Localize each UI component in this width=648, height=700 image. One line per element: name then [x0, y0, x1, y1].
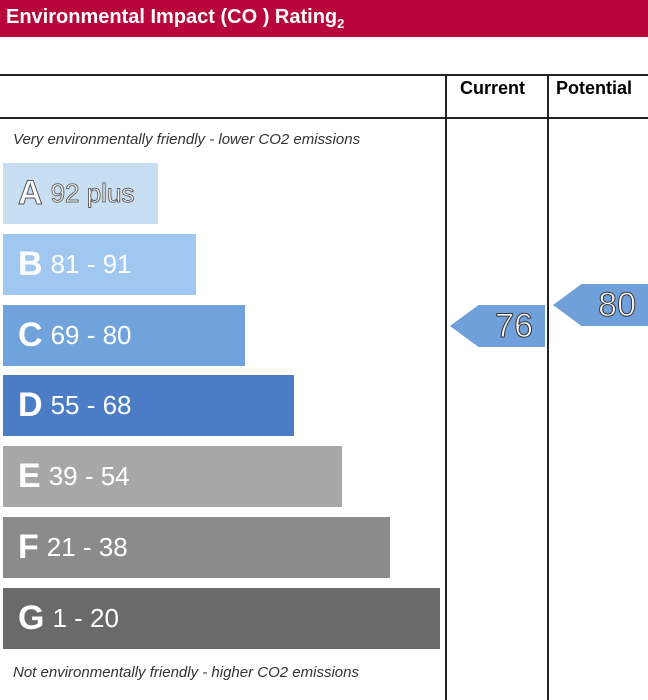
band-range: 39 - 54 [48, 461, 130, 492]
rating-band-f: F 21 - 38 [3, 517, 390, 578]
band-range: 1 - 20 [52, 602, 119, 633]
rating-band-a: A 92 plus [3, 163, 158, 224]
band-range: 69 - 80 [50, 319, 132, 350]
top-note: Very environmentally friendly - lower CO… [13, 131, 361, 148]
band-range: 92 plus [50, 178, 135, 209]
column-header-current: Current [460, 78, 526, 98]
rating-band-b: B 81 - 91 [3, 233, 196, 295]
band-letter: F [18, 528, 39, 566]
band-letter: D [18, 386, 43, 425]
table-top-border [0, 74, 648, 76]
rating-band-d: D 55 - 68 [3, 375, 294, 437]
rating-band-c: C 69 - 80 [3, 304, 245, 366]
band-letter: E [18, 457, 41, 496]
potential-rating-arrow: 80 [553, 284, 648, 326]
column-header-potential: Potential [556, 78, 633, 98]
rating-band-e: E 39 - 54 [3, 446, 342, 508]
band-letter: A [18, 174, 44, 213]
band-letter: C [18, 315, 43, 354]
bottom-note: Not environmentally friendly - higher CO… [13, 664, 359, 681]
column-divider [547, 74, 549, 700]
header-divider [0, 117, 648, 119]
page-title: Environmental Impact (CO ) Rating2 [0, 0, 648, 37]
current-rating-arrow: 76 [450, 305, 545, 347]
band-range: 21 - 38 [46, 532, 128, 562]
column-divider [445, 74, 447, 700]
band-range: 81 - 91 [50, 248, 132, 279]
band-range: 55 - 68 [50, 390, 132, 421]
band-letter: G [18, 598, 45, 637]
band-letter: B [18, 244, 43, 283]
